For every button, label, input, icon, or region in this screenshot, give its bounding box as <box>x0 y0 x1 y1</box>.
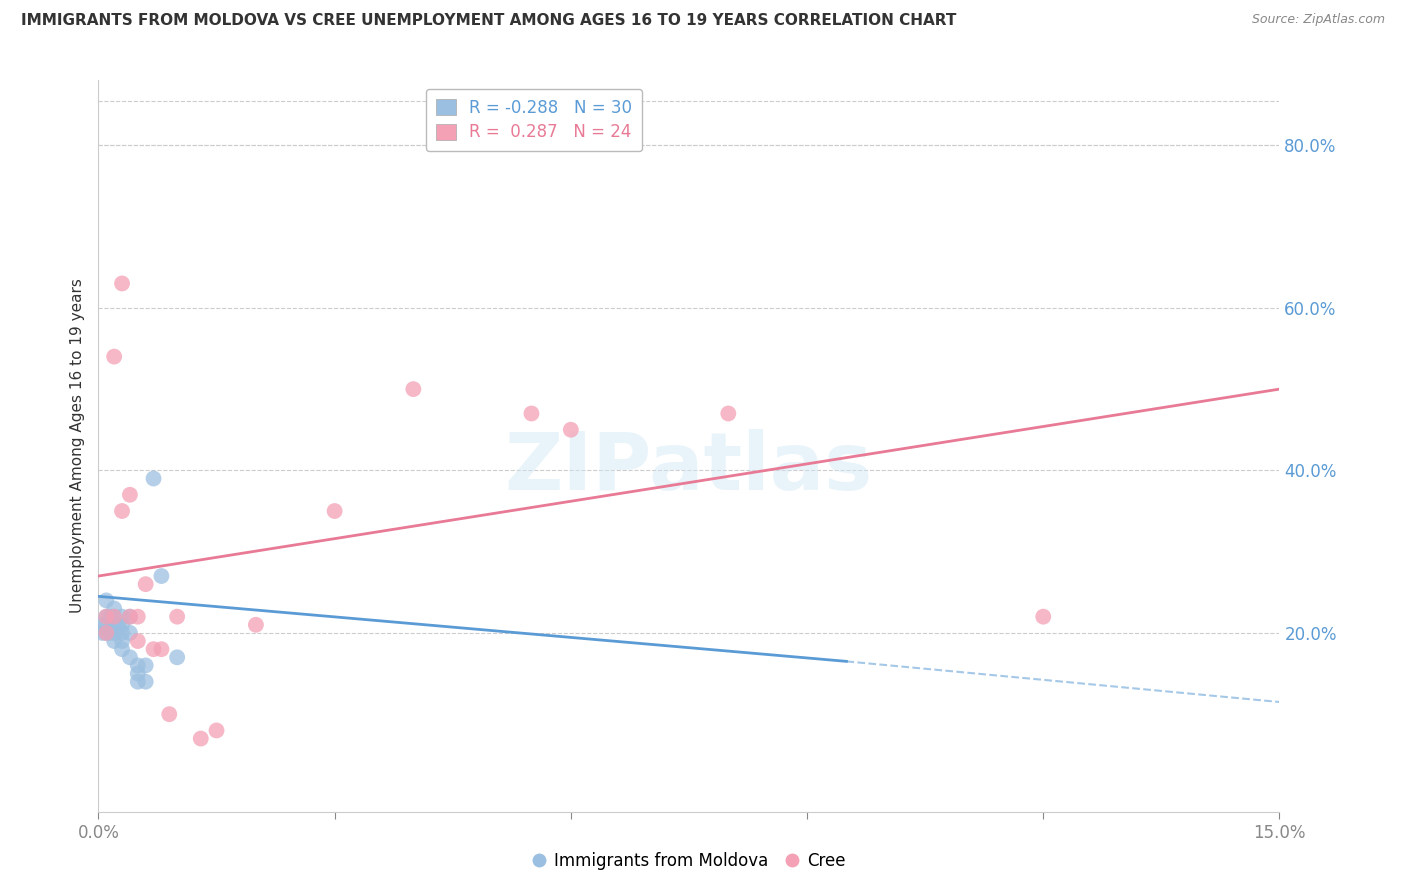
Point <box>166 609 188 624</box>
Point <box>103 617 125 632</box>
Point <box>127 674 149 689</box>
Point <box>96 626 118 640</box>
Point <box>91 617 114 632</box>
Point <box>135 674 157 689</box>
Point <box>111 634 134 648</box>
Point <box>111 617 134 632</box>
Point <box>96 626 118 640</box>
Point <box>111 642 134 657</box>
Point <box>103 609 125 624</box>
Point <box>717 407 740 421</box>
Point <box>205 723 228 738</box>
Point <box>150 569 173 583</box>
Point <box>142 471 165 485</box>
Point <box>118 488 141 502</box>
Point <box>127 609 149 624</box>
Point <box>135 577 157 591</box>
Point <box>98 609 121 624</box>
Point <box>520 407 543 421</box>
Point <box>96 617 118 632</box>
Point <box>118 626 141 640</box>
Point <box>111 277 134 291</box>
Y-axis label: Unemployment Among Ages 16 to 19 years: Unemployment Among Ages 16 to 19 years <box>69 278 84 614</box>
Point <box>96 609 118 624</box>
Point <box>103 609 125 624</box>
Point <box>402 382 425 396</box>
Point <box>111 504 134 518</box>
Point <box>118 609 141 624</box>
Text: IMMIGRANTS FROM MOLDOVA VS CREE UNEMPLOYMENT AMONG AGES 16 TO 19 YEARS CORRELATI: IMMIGRANTS FROM MOLDOVA VS CREE UNEMPLOY… <box>21 13 956 29</box>
Point <box>1032 609 1054 624</box>
Point <box>111 626 134 640</box>
Point <box>166 650 188 665</box>
Point <box>135 658 157 673</box>
Point <box>157 707 180 722</box>
Point <box>245 617 267 632</box>
Point <box>142 642 165 657</box>
Text: Source: ZipAtlas.com: Source: ZipAtlas.com <box>1251 13 1385 27</box>
Point <box>107 617 129 632</box>
Point <box>98 626 121 640</box>
Point <box>323 504 346 518</box>
Point <box>127 658 149 673</box>
Point <box>96 593 118 607</box>
Point <box>118 650 141 665</box>
Point <box>103 350 125 364</box>
Text: ZIPatlas: ZIPatlas <box>505 429 873 507</box>
Point <box>103 626 125 640</box>
Point <box>118 609 141 624</box>
Point <box>91 626 114 640</box>
Point <box>111 609 134 624</box>
Point <box>103 634 125 648</box>
Point <box>190 731 212 746</box>
Legend: Immigrants from Moldova, Cree: Immigrants from Moldova, Cree <box>526 846 852 877</box>
Point <box>127 666 149 681</box>
Point <box>96 609 118 624</box>
Point <box>127 634 149 648</box>
Point <box>103 601 125 615</box>
Point <box>560 423 582 437</box>
Point <box>150 642 173 657</box>
